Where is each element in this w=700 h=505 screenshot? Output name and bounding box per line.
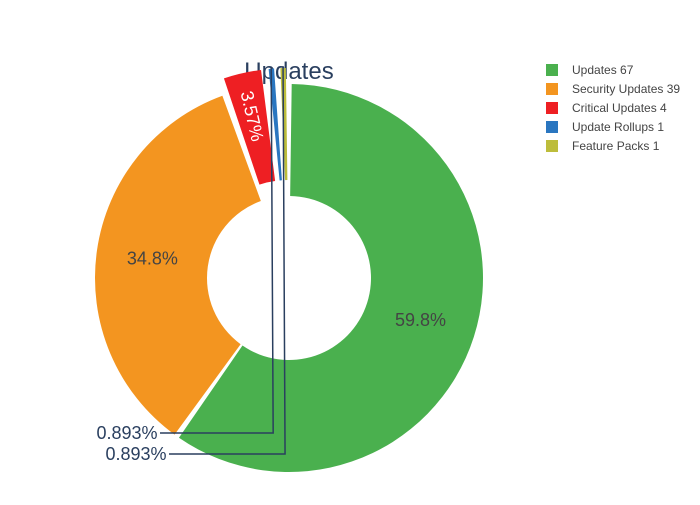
slice-critical-updates[interactable] — [223, 69, 276, 185]
legend-swatch-feature-packs[interactable] — [546, 140, 558, 152]
legend-item-feature-packs[interactable]: Feature Packs 1 — [572, 139, 660, 153]
legend-item-security-updates[interactable]: Security Updates 39 — [572, 82, 680, 96]
legend-item-critical-updates[interactable]: Critical Updates 4 — [572, 101, 667, 115]
pct-label-update-rollups: 0.893% — [96, 423, 157, 443]
legend-swatch-update-rollups[interactable] — [546, 121, 558, 133]
legend-swatch-critical-updates[interactable] — [546, 102, 558, 114]
leader-line-update-rollups — [160, 66, 274, 434]
pct-label-security-updates: 34.8% — [127, 249, 178, 269]
slices-layer — [94, 68, 483, 472]
legend-item-updates[interactable]: Updates 67 — [572, 63, 634, 77]
leader-line-feature-packs — [169, 66, 286, 455]
legend-swatch-security-updates[interactable] — [546, 83, 558, 95]
legend: Updates 67 Security Updates 39 Critical Up… — [546, 63, 680, 153]
slice-security-updates[interactable] — [94, 95, 261, 435]
slice-updates[interactable] — [178, 84, 483, 472]
pct-label-feature-packs: 0.893% — [105, 444, 166, 464]
legend-item-update-rollups[interactable]: Update Rollups 1 — [572, 120, 664, 134]
legend-swatch-updates[interactable] — [546, 64, 558, 76]
pct-label-updates: 59.8% — [395, 310, 446, 330]
